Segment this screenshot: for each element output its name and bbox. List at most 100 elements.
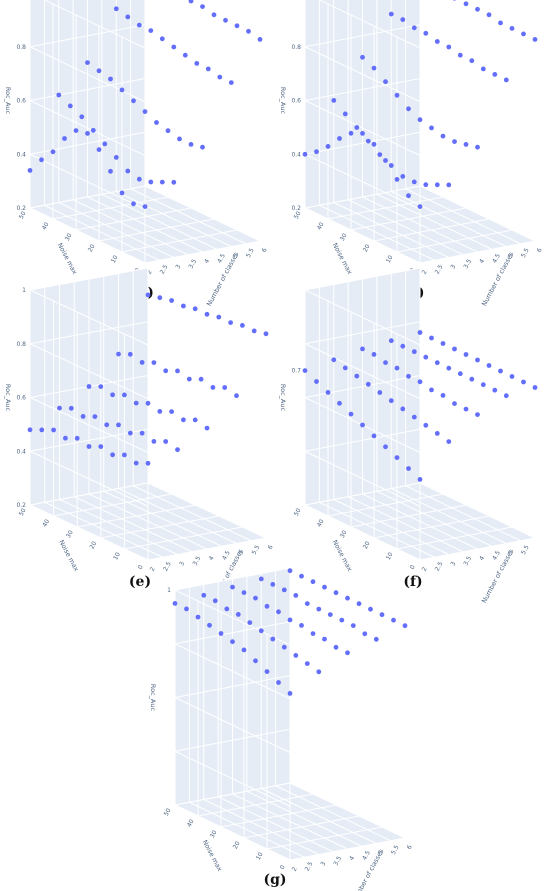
data-point xyxy=(258,628,264,634)
data-point xyxy=(104,422,110,428)
data-point xyxy=(171,179,177,185)
grid-line xyxy=(174,697,291,753)
data-point xyxy=(457,371,463,377)
data-point xyxy=(108,76,113,82)
y-tick-label: 10 xyxy=(112,551,122,561)
data-point xyxy=(212,598,218,604)
grid-line xyxy=(203,799,319,855)
grid-line xyxy=(174,567,291,591)
grid-line xyxy=(72,199,189,256)
z-tick-label: 0.8 xyxy=(16,341,26,348)
data-point xyxy=(394,365,400,371)
data-point xyxy=(127,351,133,357)
data-point xyxy=(463,1,469,7)
x-tick-label: 4 xyxy=(203,258,211,265)
data-point xyxy=(263,331,269,337)
data-point xyxy=(148,28,154,33)
z-tick-label: 0.6 xyxy=(16,395,26,402)
data-point xyxy=(429,125,434,131)
data-point xyxy=(331,98,337,103)
data-point xyxy=(253,658,258,664)
data-point xyxy=(423,422,429,428)
data-point xyxy=(463,352,469,357)
x-tick-label: 6 xyxy=(261,247,269,254)
data-point xyxy=(446,439,452,444)
data-point xyxy=(345,595,350,601)
data-point xyxy=(204,311,210,317)
data-point xyxy=(394,177,400,182)
grid-line xyxy=(373,515,490,539)
data-point xyxy=(186,376,192,382)
grid-line xyxy=(304,450,421,507)
data-point xyxy=(480,66,486,72)
data-point xyxy=(39,157,44,163)
data-point xyxy=(417,330,423,335)
data-point xyxy=(177,136,182,142)
data-point xyxy=(184,606,189,612)
data-point xyxy=(348,130,354,136)
data-point xyxy=(241,647,247,653)
grid-line xyxy=(29,46,146,103)
grid-line xyxy=(43,0,146,49)
data-point xyxy=(446,44,452,50)
grid-line xyxy=(77,504,196,528)
data-point xyxy=(377,152,383,158)
data-point xyxy=(270,582,276,587)
z-axis-title: Roc_Auc xyxy=(149,684,157,712)
data-point xyxy=(234,393,239,399)
grid-line xyxy=(419,537,536,561)
data-point xyxy=(148,179,154,185)
data-point xyxy=(310,579,316,585)
data-point xyxy=(241,590,247,595)
grid-line xyxy=(174,675,291,698)
data-point xyxy=(388,11,394,17)
data-point xyxy=(145,292,151,298)
grid-line xyxy=(350,504,467,528)
data-point xyxy=(151,439,157,444)
y-tick-label: 20 xyxy=(87,243,97,253)
x-tick-label: 3 xyxy=(449,263,457,270)
grid-line xyxy=(29,397,149,453)
grid-line xyxy=(29,78,146,101)
data-point xyxy=(230,584,235,590)
y-tick-label: 20 xyxy=(89,540,99,550)
z-axis-title: Roc_Auc xyxy=(4,87,12,115)
grid-line xyxy=(29,207,146,264)
data-point xyxy=(304,601,310,606)
data-point xyxy=(293,593,299,598)
data-point xyxy=(276,680,281,685)
z-axis-title: Roc_Auc xyxy=(279,384,287,412)
y-tick-label: 40 xyxy=(316,221,326,231)
data-point xyxy=(379,612,385,618)
grid-line xyxy=(304,321,421,345)
data-point xyxy=(469,376,475,382)
data-point xyxy=(360,131,365,136)
x-tick-label: 2 xyxy=(421,566,429,573)
data-point xyxy=(446,365,452,371)
y-axis-title: Noise max xyxy=(201,839,224,873)
data-point xyxy=(532,385,538,390)
data-point xyxy=(228,320,234,325)
data-point xyxy=(348,411,354,417)
data-point xyxy=(423,354,429,360)
data-point xyxy=(304,661,310,666)
grid-line xyxy=(59,499,178,555)
data-point xyxy=(270,636,276,642)
grid-line xyxy=(29,321,149,345)
data-point xyxy=(159,36,165,42)
data-point xyxy=(182,52,188,58)
data-point xyxy=(475,144,480,150)
data-point xyxy=(354,125,360,130)
y-tick-label: 40 xyxy=(41,221,51,231)
data-point xyxy=(195,614,201,620)
x-tick-label: 4 xyxy=(208,555,216,562)
y-tick-label: 20 xyxy=(362,243,372,253)
data-point xyxy=(27,427,33,433)
grid-line xyxy=(319,204,435,261)
data-point xyxy=(63,435,68,441)
data-point xyxy=(337,400,342,406)
data-point xyxy=(67,103,73,109)
